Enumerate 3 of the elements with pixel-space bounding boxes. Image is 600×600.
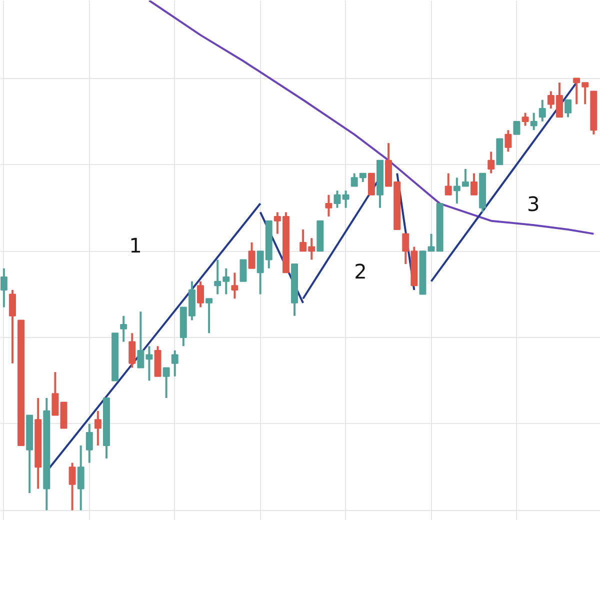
annotation: 3: [526, 192, 540, 216]
annotation: 1: [129, 233, 142, 258]
annotation: 2: [354, 259, 367, 284]
